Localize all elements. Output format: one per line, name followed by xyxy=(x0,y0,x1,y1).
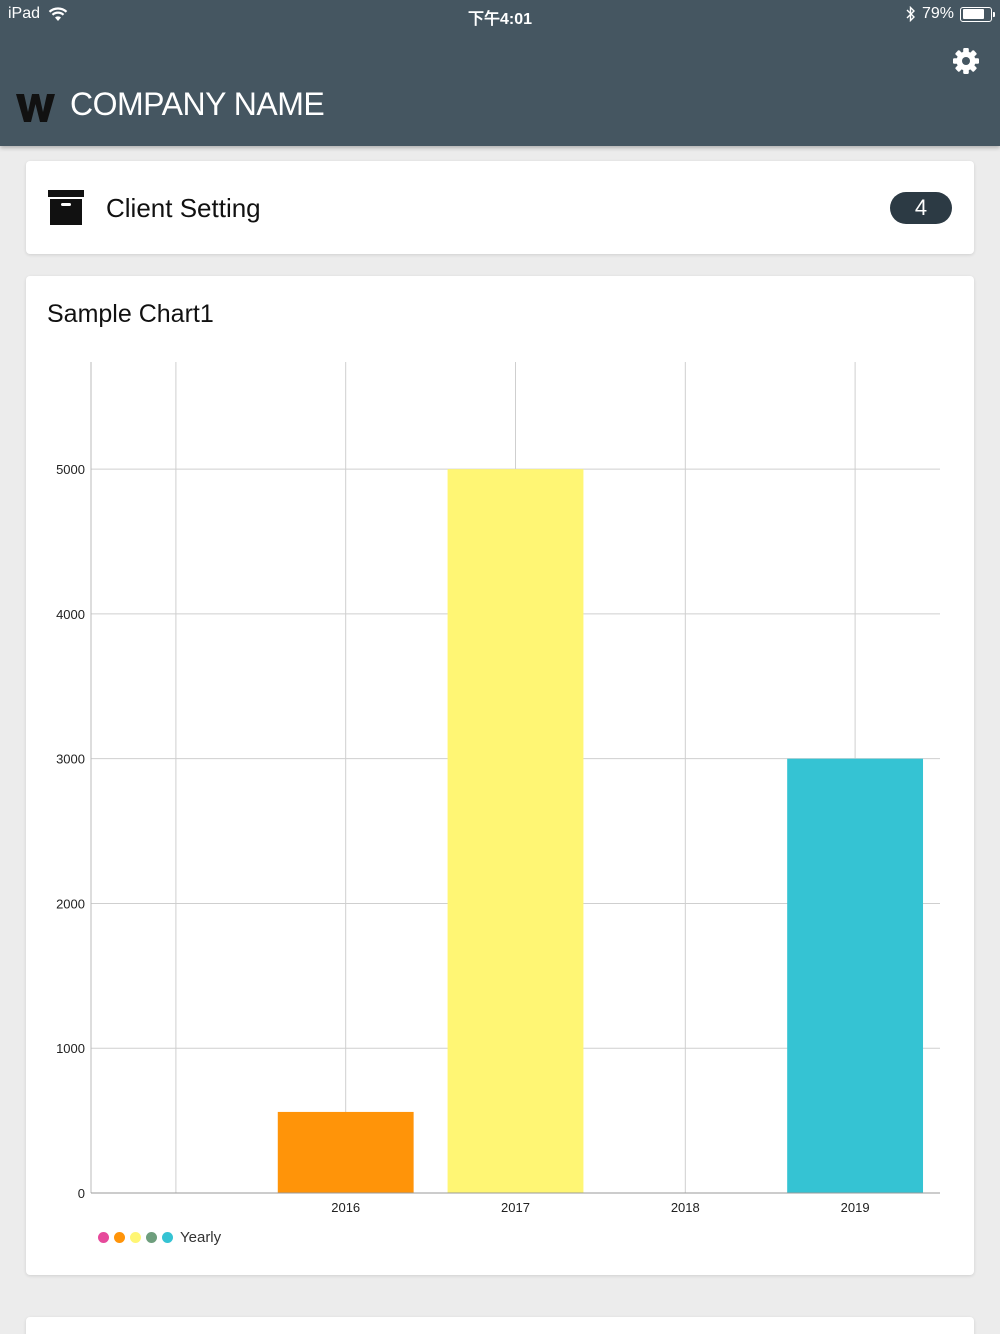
y-tick-label: 5000 xyxy=(56,462,85,477)
battery-icon xyxy=(960,6,995,22)
bar-chart: 0 1000 2000 3000 4000 5000 2016 2017 2018 2019 xyxy=(56,362,940,1215)
app-header: iPad 下午4:01 79% COMPANY NAME xyxy=(0,0,1000,146)
bar xyxy=(787,758,924,1193)
legend-dot xyxy=(146,1232,157,1243)
x-tick-label: 2018 xyxy=(671,1200,700,1215)
x-tick-label: 2017 xyxy=(501,1200,530,1215)
x-tick-label: 2019 xyxy=(841,1200,870,1215)
legend-label: Yearly xyxy=(180,1229,222,1246)
count-badge: 4 xyxy=(890,192,952,224)
bar xyxy=(277,1111,414,1193)
bluetooth-icon xyxy=(906,6,915,22)
y-tick-label: 0 xyxy=(78,1186,85,1201)
client-setting-card[interactable]: Client Setting 4 xyxy=(26,161,974,254)
battery-fill xyxy=(962,9,984,19)
bar xyxy=(447,469,584,1193)
legend-dot xyxy=(130,1232,141,1243)
legend-dot xyxy=(114,1232,125,1243)
device-name: iPad xyxy=(8,5,41,22)
archive-box-icon xyxy=(48,190,84,225)
legend-dot xyxy=(98,1232,109,1243)
gear-icon[interactable] xyxy=(952,47,980,75)
legend-dot xyxy=(162,1232,173,1243)
status-right: 79% xyxy=(906,5,995,23)
company-name: COMPANY NAME xyxy=(70,86,325,122)
chart-legend[interactable]: Yearly xyxy=(98,1229,221,1246)
y-tick-label: 1000 xyxy=(56,1041,85,1056)
status-bar: iPad 下午4:01 79% xyxy=(0,0,1000,28)
x-tick-label: 2016 xyxy=(331,1200,360,1215)
next-card xyxy=(26,1317,974,1334)
legend-dots xyxy=(98,1232,178,1243)
chart-title: Sample Chart1 xyxy=(47,300,214,328)
client-setting-label: Client Setting xyxy=(106,193,261,223)
battery-percent: 79% xyxy=(921,5,954,22)
y-tick-label: 3000 xyxy=(56,752,85,767)
chart-card: Sample Chart1 0 1000 2000 3000 4000 5000 2016 2… xyxy=(26,276,974,1275)
y-tick-label: 4000 xyxy=(56,607,85,622)
status-time: 下午4:01 xyxy=(467,11,533,28)
y-tick-label: 2000 xyxy=(56,896,85,911)
status-left: iPad xyxy=(8,5,68,23)
w-logo-icon xyxy=(16,94,55,122)
wifi-icon xyxy=(48,6,68,21)
